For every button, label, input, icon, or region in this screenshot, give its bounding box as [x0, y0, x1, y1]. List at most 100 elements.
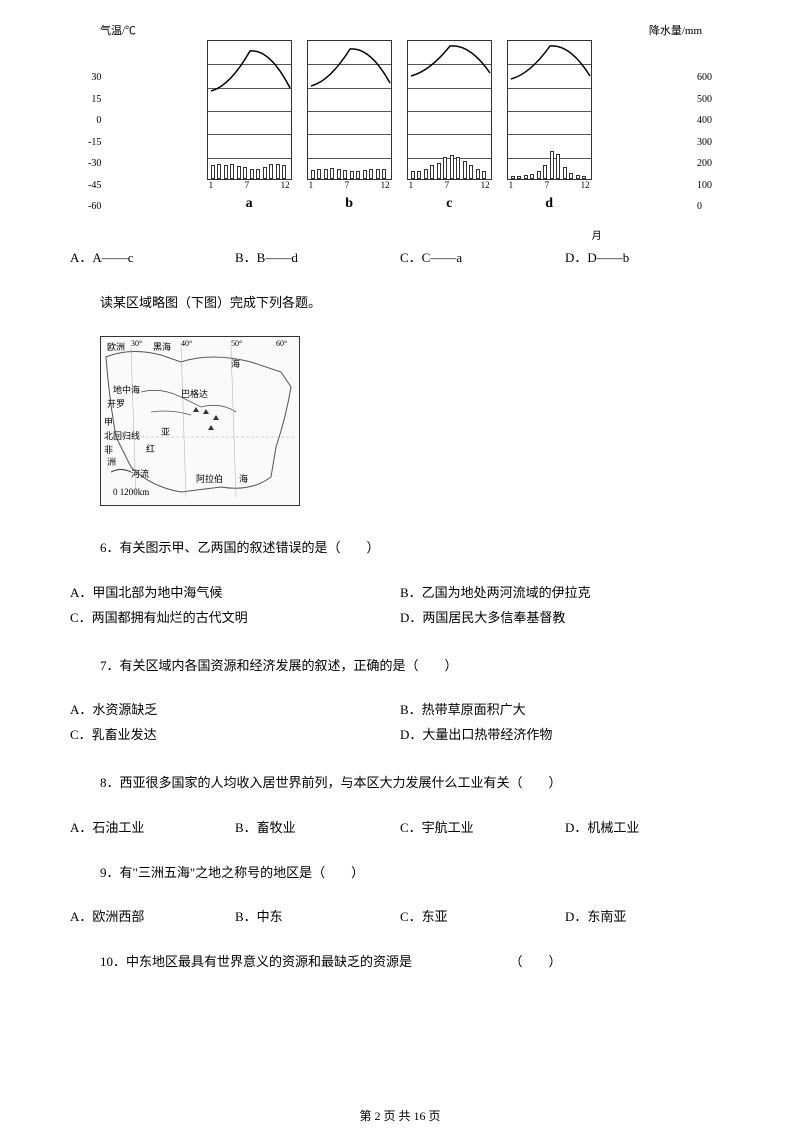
- q9-option-a: A．欧洲西部: [70, 906, 235, 925]
- precip-bar: [256, 169, 260, 179]
- precip-bar: [217, 164, 221, 179]
- q7-option-b: B．热带草原面积广大: [400, 699, 730, 718]
- precip-bar: [511, 176, 515, 179]
- chart-box: [307, 40, 392, 180]
- temp-axis-title: 气温/℃: [100, 22, 136, 38]
- map-red-label: 红: [146, 442, 155, 455]
- q7-option-c: C．乳畜业发达: [70, 724, 400, 743]
- precip-bar: [556, 154, 560, 179]
- precip-bar: [276, 164, 280, 179]
- precip-bar: [443, 157, 447, 179]
- option-b: B．B——d: [235, 247, 400, 266]
- precip-bar: [356, 171, 360, 179]
- y-axis-left: 30 15 0 -15 -30 -45 -60: [88, 72, 101, 212]
- precip-bar: [350, 171, 354, 179]
- climate-chart-a: 1712a: [207, 40, 292, 212]
- option-c: C．C——a: [400, 247, 565, 266]
- precip-bar: [250, 169, 254, 179]
- precip-bar: [463, 161, 467, 179]
- precip-bar: [269, 164, 273, 179]
- precip-bar: [476, 169, 480, 179]
- precip-bar: [282, 165, 286, 179]
- precip-bar: [343, 170, 347, 179]
- precip-bar: [482, 171, 486, 179]
- precip-bar: [337, 169, 341, 179]
- climate-chart-c: 1712c: [407, 40, 492, 212]
- map-cairo-label: 开罗: [107, 397, 125, 410]
- map-sea2-label: 海: [239, 472, 248, 485]
- precip-bar: [211, 165, 215, 179]
- climate-charts-figure: 气温/℃ 降水量/mm 30 15 0 -15 -30 -45 -60 1712…: [70, 40, 730, 212]
- q7-options: A．水资源缺乏 B．热带草原面积广大 C．乳畜业发达 D．大量出口热带经济作物: [70, 699, 730, 749]
- precip-bar: [317, 169, 321, 179]
- precip-bar: [530, 174, 534, 179]
- precip-bar: [369, 169, 373, 179]
- map-blacksea-label: 黑海: [153, 340, 171, 353]
- precip-bar: [376, 169, 380, 179]
- page-footer: 第 2 页 共 16 页: [359, 1107, 440, 1124]
- map-river-legend: 河流: [131, 467, 149, 480]
- precip-bar: [450, 155, 454, 179]
- map-med-label: 地中海: [113, 383, 140, 396]
- climate-chart-d: 1712d月: [507, 40, 592, 212]
- precip-bar: [537, 171, 541, 179]
- precip-bar: [263, 167, 267, 179]
- option-d: D．D——b: [565, 247, 730, 266]
- precip-bar: [330, 168, 334, 179]
- map-europe-label: 欧洲: [107, 340, 125, 353]
- q9-text: 9．有"三洲五海"之地之称号的地区是（ ）: [70, 861, 730, 884]
- precip-bar: [363, 170, 367, 179]
- precip-bar: [230, 164, 234, 179]
- q9-option-c: C．东亚: [400, 906, 565, 925]
- chart-label: d: [545, 196, 553, 212]
- precip-bar: [311, 170, 315, 179]
- precip-bar: [517, 176, 521, 179]
- precip-bar: [424, 169, 428, 179]
- q6-options: A．甲国北部为地中海气候 B．乙国为地处两河流域的伊拉克 C．两国都拥有灿烂的古…: [70, 582, 730, 632]
- q10-text: 10．中东地区最具有世界意义的资源和最缺乏的资源是 （ ）: [70, 950, 730, 973]
- intro-text: 读某区域略图（下图）完成下列各题。: [70, 291, 730, 314]
- q6-text: 6．有关图示甲、乙两国的叙述错误的是（ ）: [70, 536, 730, 559]
- map-scale: 0 1200km: [113, 487, 149, 497]
- precip-bar: [456, 157, 460, 179]
- q9-option-b: B．中东: [235, 906, 400, 925]
- map-caspian-label: 海: [231, 357, 240, 370]
- precip-bar: [524, 175, 528, 179]
- map-baghdad-label: 巴格达: [181, 387, 208, 400]
- precip-bar: [382, 169, 386, 179]
- chart-label: b: [345, 196, 353, 212]
- pre-question-options: A．A——c B．B——d C．C——a D．D——b: [70, 247, 730, 266]
- precip-bar: [437, 163, 441, 179]
- precip-bar: [582, 176, 586, 179]
- map-asia-label: 亚: [161, 425, 170, 438]
- precip-bar: [543, 165, 547, 179]
- q8-option-a: A．石油工业: [70, 817, 235, 836]
- precip-axis-title: 降水量/mm: [649, 22, 702, 38]
- q8-option-b: B．畜牧业: [235, 817, 400, 836]
- precip-bar: [576, 175, 580, 179]
- q9-options: A．欧洲西部 B．中东 C．东亚 D．东南亚: [70, 906, 730, 925]
- precip-bar: [550, 151, 554, 179]
- map-jia-label: 甲: [104, 415, 113, 428]
- q8-option-c: C．宇航工业: [400, 817, 565, 836]
- precip-bar: [224, 165, 228, 179]
- q7-option-a: A．水资源缺乏: [70, 699, 400, 718]
- chart-box: [407, 40, 492, 180]
- q6-option-b: B．乙国为地处两河流域的伊拉克: [400, 582, 730, 601]
- q7-option-d: D．大量出口热带经济作物: [400, 724, 730, 743]
- q6-option-c: C．两国都拥有灿烂的古代文明: [70, 607, 400, 626]
- q7-text: 7．有关区域内各国资源和经济发展的叙述，正确的是（ ）: [70, 654, 730, 677]
- q6-option-a: A．甲国北部为地中海气候: [70, 582, 400, 601]
- precip-bar: [569, 173, 573, 179]
- map-arabia-label: 阿拉伯: [196, 472, 223, 485]
- q8-option-d: D．机械工业: [565, 817, 730, 836]
- chart-label: c: [446, 196, 452, 212]
- y-axis-right: 600 500 400 300 200 100 0: [697, 72, 712, 212]
- region-map: 欧洲 黑海 海 地中海 开罗 巴格达 甲 北回归线 非 洲 亚 红 阿拉伯 海 …: [100, 336, 300, 506]
- precip-bar: [417, 171, 421, 179]
- precip-bar: [237, 166, 241, 179]
- q6-option-d: D．两国居民大多信奉基督教: [400, 607, 730, 626]
- precip-bar: [324, 169, 328, 179]
- q9-option-d: D．东南亚: [565, 906, 730, 925]
- chart-label: a: [246, 196, 253, 212]
